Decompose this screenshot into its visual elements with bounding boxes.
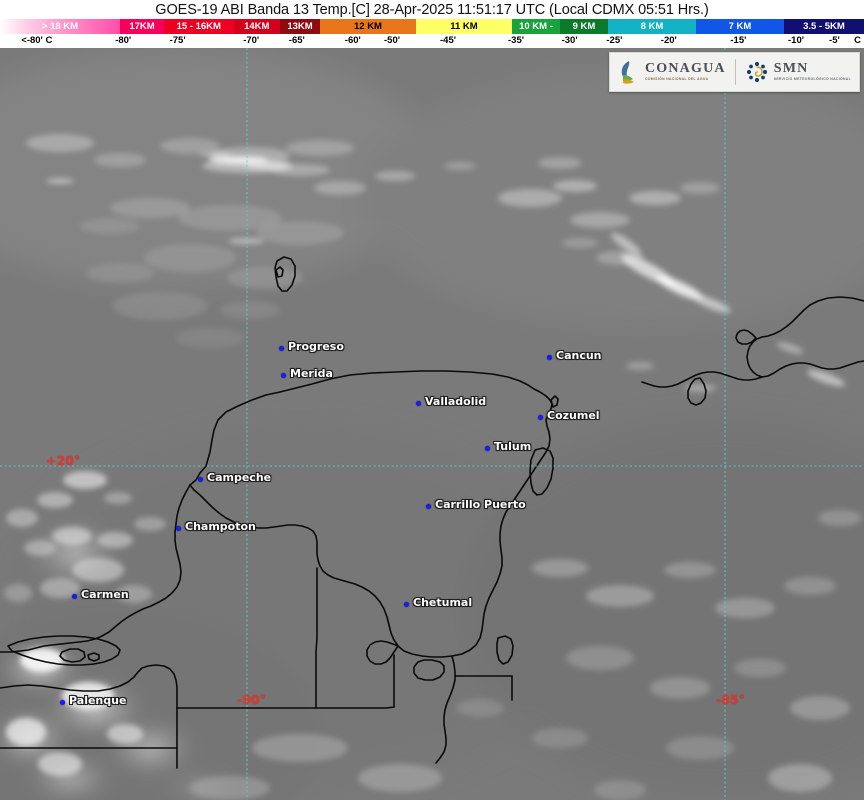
legend-cell-1: 17KM (120, 19, 164, 34)
conagua-name: CONAGUA (644, 61, 726, 77)
legend-cell-4: 13KM (279, 19, 320, 34)
smn-emblem-icon (746, 61, 767, 83)
city-dot-icon (415, 400, 421, 406)
city-label: Carmen (81, 588, 129, 601)
legend-cell-0: > 18 KM (0, 19, 120, 34)
city-label: Cancun (556, 349, 602, 362)
conagua-subtitle: COMISIÓN NACIONAL DEL AGUA (644, 77, 709, 82)
city-label: Palenque (69, 694, 127, 707)
legend-tick-7: -45' (440, 35, 456, 46)
city-dot-icon (403, 601, 409, 607)
city-dot-icon (280, 372, 286, 378)
legend-cell-3: 14KM (233, 19, 280, 34)
legend-tick-13: -10' (788, 35, 804, 46)
legend-cell-11: 3.5 - 5KM (783, 19, 864, 34)
legend-tick-2: -75' (169, 35, 186, 46)
conagua-logo: CONAGUA COMISIÓN NACIONAL DEL AGUA (618, 59, 726, 85)
city-label: Valladolid (425, 395, 487, 408)
legend-cell-6: 11 KM (415, 19, 512, 34)
legend-tick-1: -80' (115, 35, 132, 46)
legend-cell-7: 10 KM - (511, 19, 560, 34)
city-dot-icon (425, 503, 431, 509)
city-label: Cozumel (547, 409, 600, 422)
smn-subtitle: SERVICIO METEOROLÓGICO NACIONAL (773, 77, 851, 82)
temperature-tick-labels: <-80' C -80' -75' -70' -65' -60' -50' -45' -35' -… (0, 34, 864, 48)
smn-logo: SMN SERVICIO METEOROLÓGICO NACIONAL (745, 60, 851, 84)
legend-cell-9: 8 KM (607, 19, 696, 34)
city-dot-icon (71, 593, 77, 599)
legend-cell-5: 12 KM (319, 19, 416, 34)
city-label: Tulum (494, 440, 532, 453)
map-canvas (0, 48, 864, 800)
legend-tick-12: -15' (730, 35, 747, 46)
city-dot-icon (197, 476, 203, 482)
graticule-label-lon-85: -85° (716, 692, 745, 707)
legend-tick-6: -50' (384, 35, 400, 46)
satellite-map[interactable]: +20° -90° -85° Progreso Merida Valladolid C… (0, 48, 864, 800)
city-label: Campeche (207, 471, 272, 484)
city-dot-icon (175, 525, 181, 531)
graticule-label-lat-20: +20° (46, 453, 81, 468)
city-dot-icon (546, 354, 552, 360)
logo-divider (734, 59, 736, 85)
legend-tick-5: -60' (344, 35, 361, 46)
city-dot-icon (59, 699, 65, 705)
legend-tick-3: -70' (243, 35, 260, 46)
agency-logos: CONAGUA COMISIÓN NACIONAL DEL AGUA SMN (608, 52, 860, 92)
legend-tick-10: -25' (606, 35, 623, 46)
legend-tick-14: -5' (829, 35, 840, 46)
legend-tick-0: <-80' C (21, 35, 53, 46)
legend-tick-8: -35' (508, 35, 524, 46)
legend-tick-15: C (854, 35, 862, 46)
conagua-emblem-icon (621, 61, 634, 84)
color-scale-legend: > 18 KM 17KM 15 - 16KM 14KM 13KM 12 KM 11 KM 10… (0, 19, 864, 34)
legend-cell-8: 9 KM (559, 19, 608, 34)
legend-cell-2: 15 - 16KM (164, 19, 234, 34)
city-label: Carrillo Puerto (435, 498, 526, 511)
page-title: GOES-19 ABI Banda 13 Temp.[C] 28-Apr-202… (155, 1, 709, 18)
city-dot-icon (484, 445, 490, 451)
legend-tick-4: -65' (288, 35, 305, 46)
city-dot-icon (278, 345, 284, 351)
graticule-label-lon-90: -90° (237, 692, 266, 707)
city-label: Champoton (185, 520, 256, 533)
legend-cell-10: 7 KM (695, 19, 784, 34)
title-bar: GOES-19 ABI Banda 13 Temp.[C] 28-Apr-202… (0, 0, 864, 19)
smn-name: SMN (773, 61, 809, 77)
legend-tick-9: -30' (561, 35, 578, 46)
city-label: Progreso (288, 340, 344, 353)
legend-tick-11: -20' (660, 35, 677, 46)
city-dot-icon (537, 414, 543, 420)
city-label: Chetumal (413, 596, 473, 609)
city-label: Merida (290, 367, 333, 380)
